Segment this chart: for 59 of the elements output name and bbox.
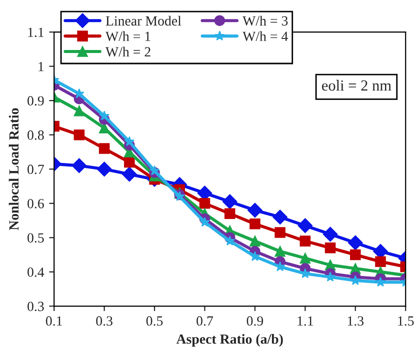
point — [96, 162, 112, 176]
annotation: eoli = 2 nm — [322, 80, 392, 91]
y-tick-label: 1 — [38, 62, 44, 72]
legend-label: W/h = 2 — [105, 46, 150, 57]
x-tick-label: 1.5 — [398, 316, 414, 326]
point — [72, 158, 87, 174]
point — [325, 272, 336, 282]
point — [124, 136, 135, 146]
x-tick-label: 1.1 — [298, 316, 314, 326]
y-tick-label: 0.8 — [28, 130, 44, 140]
point — [74, 88, 84, 98]
x-tick-label: 1.3 — [348, 316, 364, 326]
point — [74, 105, 85, 116]
point — [298, 218, 313, 234]
x-axis-title: Aspect Ratio (a/b) — [176, 334, 283, 347]
point — [248, 202, 262, 218]
point — [149, 165, 160, 176]
point — [224, 208, 236, 220]
point — [224, 236, 235, 246]
y-tick-label: 0.3 — [28, 302, 44, 312]
point — [348, 235, 363, 250]
y-tick-label: 0.6 — [28, 198, 44, 208]
point — [200, 216, 210, 227]
point — [300, 268, 310, 278]
y-tick-label: 0.9 — [28, 96, 44, 106]
point — [350, 249, 361, 260]
y-tick-label: 0.4 — [28, 267, 44, 277]
point — [250, 251, 260, 261]
legend-label: W/h = 1 — [105, 31, 150, 42]
y-tick-label: 0.5 — [28, 233, 44, 243]
point — [324, 242, 336, 254]
x-tick-label: 0.9 — [246, 316, 264, 326]
y-axis-title: Nonlocal Load Ratio — [8, 108, 19, 230]
point — [98, 143, 110, 154]
x-tick-label: 0.7 — [196, 316, 214, 326]
y-tick-label: 1.1 — [28, 28, 44, 38]
point — [124, 156, 135, 168]
point — [375, 256, 386, 267]
point — [274, 246, 286, 257]
x-tick-label: 0.3 — [96, 316, 112, 326]
point — [300, 236, 311, 246]
point — [122, 166, 137, 182]
y-tick-label: 0.7 — [28, 164, 44, 174]
point — [74, 129, 85, 140]
point — [375, 276, 386, 287]
legend-label: W/h = 4 — [242, 31, 288, 42]
point — [322, 226, 338, 242]
point — [250, 236, 260, 246]
point — [274, 227, 286, 238]
point — [199, 198, 210, 209]
point — [99, 110, 110, 120]
point — [272, 210, 288, 224]
legend-label: Linear Model — [106, 16, 182, 26]
x-tick-label: 0.1 — [46, 316, 62, 326]
point — [222, 194, 238, 210]
x-tick-label: 0.5 — [146, 316, 163, 326]
point — [300, 252, 311, 264]
point — [250, 218, 260, 230]
legend-label: W/h = 3 — [242, 16, 288, 26]
